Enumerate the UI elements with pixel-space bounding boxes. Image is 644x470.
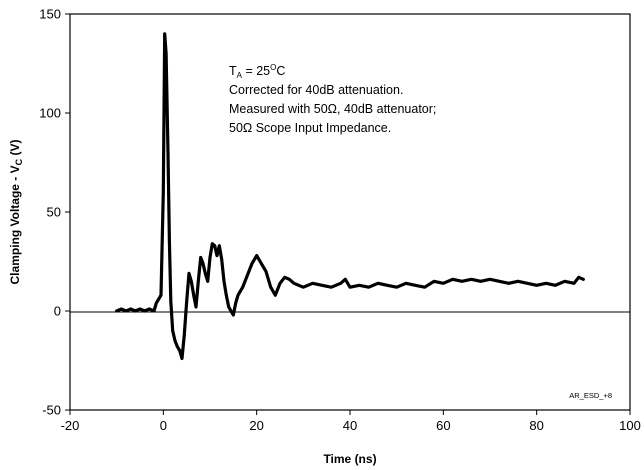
y-tick-label: 100: [39, 106, 61, 121]
y-tick-labels: 150 100 50 0 -50: [39, 7, 61, 418]
y-axis-title-unit: (V): [8, 140, 22, 159]
x-tick-label: -20: [61, 418, 80, 433]
x-tick-label: 60: [436, 418, 450, 433]
y-tick-label: -50: [42, 403, 61, 418]
corner-code: AR_ESD_+8: [569, 391, 612, 400]
y-axis-title-main: Clamping Voltage - V: [8, 165, 22, 284]
series-line: [115, 32, 585, 361]
plot-area-frame: [69, 13, 631, 411]
ticks-group: [65, 13, 631, 415]
annotation-line-4: 50Ω Scope Input Impedance.: [229, 121, 391, 135]
x-tick-label: 40: [343, 418, 357, 433]
x-tick-label: 80: [529, 418, 543, 433]
x-axis-title: Time (ns): [323, 452, 376, 466]
annot-t: T: [229, 64, 237, 78]
annot-unit: C: [276, 64, 285, 78]
annotation-line-3: Measured with 50Ω, 40dB attenuator;: [229, 102, 436, 116]
x-tick-label: 20: [249, 418, 263, 433]
annotation-temperature: TA = 25OC: [229, 63, 285, 80]
y-tick-label: 150: [39, 7, 61, 22]
y-axis-title: Clamping Voltage - VC (V): [8, 140, 24, 285]
y-tick-label: 0: [54, 304, 61, 319]
y-axis-title-sub: C: [14, 158, 24, 165]
x-tick-label: 100: [619, 418, 641, 433]
y-tick-label: 50: [47, 205, 61, 220]
annot-eq: = 25: [242, 64, 270, 78]
annot-t-sub: A: [237, 71, 243, 80]
x-tick-label: 0: [160, 418, 167, 433]
annotation-line-2: Corrected for 40dB attenuation.: [229, 83, 403, 97]
x-tick-labels: -20 0 20 40 60 80 100: [61, 418, 641, 433]
annot-sup: O: [270, 63, 276, 72]
